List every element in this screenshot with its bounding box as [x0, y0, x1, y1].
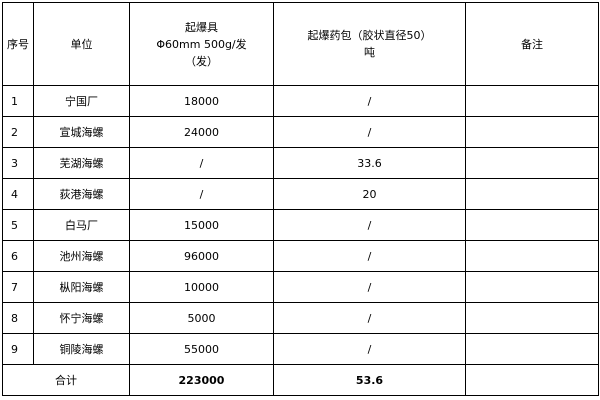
- header-detonator-line2: Φ60mm 500g/发: [156, 37, 247, 51]
- cell-unit: 荻港海螺: [33, 178, 130, 210]
- header-charge-line1: 起爆药包（胶状直径50）: [307, 29, 432, 42]
- cell-seq: 5: [2, 209, 34, 241]
- cell-charge: /: [273, 333, 466, 365]
- cell-charge: /: [273, 116, 466, 148]
- cell-remark: [465, 116, 599, 148]
- cell-seq: 8: [2, 302, 34, 334]
- cell-remark: [465, 147, 599, 179]
- cell-unit: 池州海螺: [33, 240, 130, 272]
- cell-seq: 3: [2, 147, 34, 179]
- total-charge: 53.6: [273, 364, 466, 396]
- cell-charge: 33.6: [273, 147, 466, 179]
- cell-unit: 白马厂: [33, 209, 130, 241]
- cell-unit: 铜陵海螺: [33, 333, 130, 365]
- header-detonator-line1: 起爆具: [185, 20, 218, 34]
- total-remark: [465, 364, 599, 396]
- cell-detonator: 5000: [129, 302, 274, 334]
- table-row: 2 宣城海螺 24000/: [2, 116, 599, 148]
- header-charge: 起爆药包（胶状直径50） 吨: [273, 2, 466, 86]
- cell-remark: [465, 240, 599, 272]
- table-row: 5 白马厂 15000/: [2, 209, 599, 241]
- total-label: 合计: [2, 364, 130, 396]
- header-remark: 备注: [465, 2, 599, 86]
- cell-seq: 6: [2, 240, 34, 272]
- table-row: 4 荻港海螺/20: [2, 178, 599, 210]
- cell-detonator: 15000: [129, 209, 274, 241]
- cell-seq: 9: [2, 333, 34, 365]
- cell-remark: [465, 302, 599, 334]
- cell-detonator: 55000: [129, 333, 274, 365]
- total-detonator: 223000: [129, 364, 274, 396]
- cell-detonator: /: [129, 147, 274, 179]
- cell-charge: /: [273, 302, 466, 334]
- table-row: 9 铜陵海螺 55000/: [2, 333, 599, 365]
- cell-charge: 20: [273, 178, 466, 210]
- header-seq: 序号: [2, 2, 34, 86]
- cell-seq: 7: [2, 271, 34, 303]
- cell-unit: 怀宁海螺: [33, 302, 130, 334]
- header-row: 序号 单位 起爆具 Φ60mm 500g/发 （发） 起爆药包（胶状直径50） …: [2, 2, 599, 86]
- cell-unit: 宣城海螺: [33, 116, 130, 148]
- cell-unit: 宁国厂: [33, 85, 130, 117]
- cell-unit: 芜湖海螺: [33, 147, 130, 179]
- header-detonator-line3: （发）: [185, 54, 218, 68]
- cell-detonator: 96000: [129, 240, 274, 272]
- cell-seq: 4: [2, 178, 34, 210]
- table-row: 3 芜湖海螺/33.6: [2, 147, 599, 179]
- cell-charge: /: [273, 271, 466, 303]
- cell-remark: [465, 85, 599, 117]
- cell-remark: [465, 271, 599, 303]
- cell-remark: [465, 333, 599, 365]
- table-row: 8 怀宁海螺 5000/: [2, 302, 599, 334]
- cell-remark: [465, 209, 599, 241]
- cell-remark: [465, 178, 599, 210]
- cell-seq: 2: [2, 116, 34, 148]
- cell-detonator: 18000: [129, 85, 274, 117]
- cell-charge: /: [273, 85, 466, 117]
- table-row: 6 池州海螺 96000/: [2, 240, 599, 272]
- total-row: 合计 223000 53.6: [2, 364, 599, 396]
- cell-charge: /: [273, 240, 466, 272]
- table-row: 1 宁国厂 18000/: [2, 85, 599, 117]
- cell-detonator: 24000: [129, 116, 274, 148]
- header-charge-line2: 吨: [364, 46, 375, 59]
- cell-unit: 枞阳海螺: [33, 271, 130, 303]
- cell-detonator: 10000: [129, 271, 274, 303]
- header-detonator: 起爆具 Φ60mm 500g/发 （发）: [129, 2, 274, 86]
- cell-charge: /: [273, 209, 466, 241]
- header-unit: 单位: [33, 2, 130, 86]
- cell-seq: 1: [2, 85, 34, 117]
- table-row: 7 枞阳海螺 10000/: [2, 271, 599, 303]
- cell-detonator: /: [129, 178, 274, 210]
